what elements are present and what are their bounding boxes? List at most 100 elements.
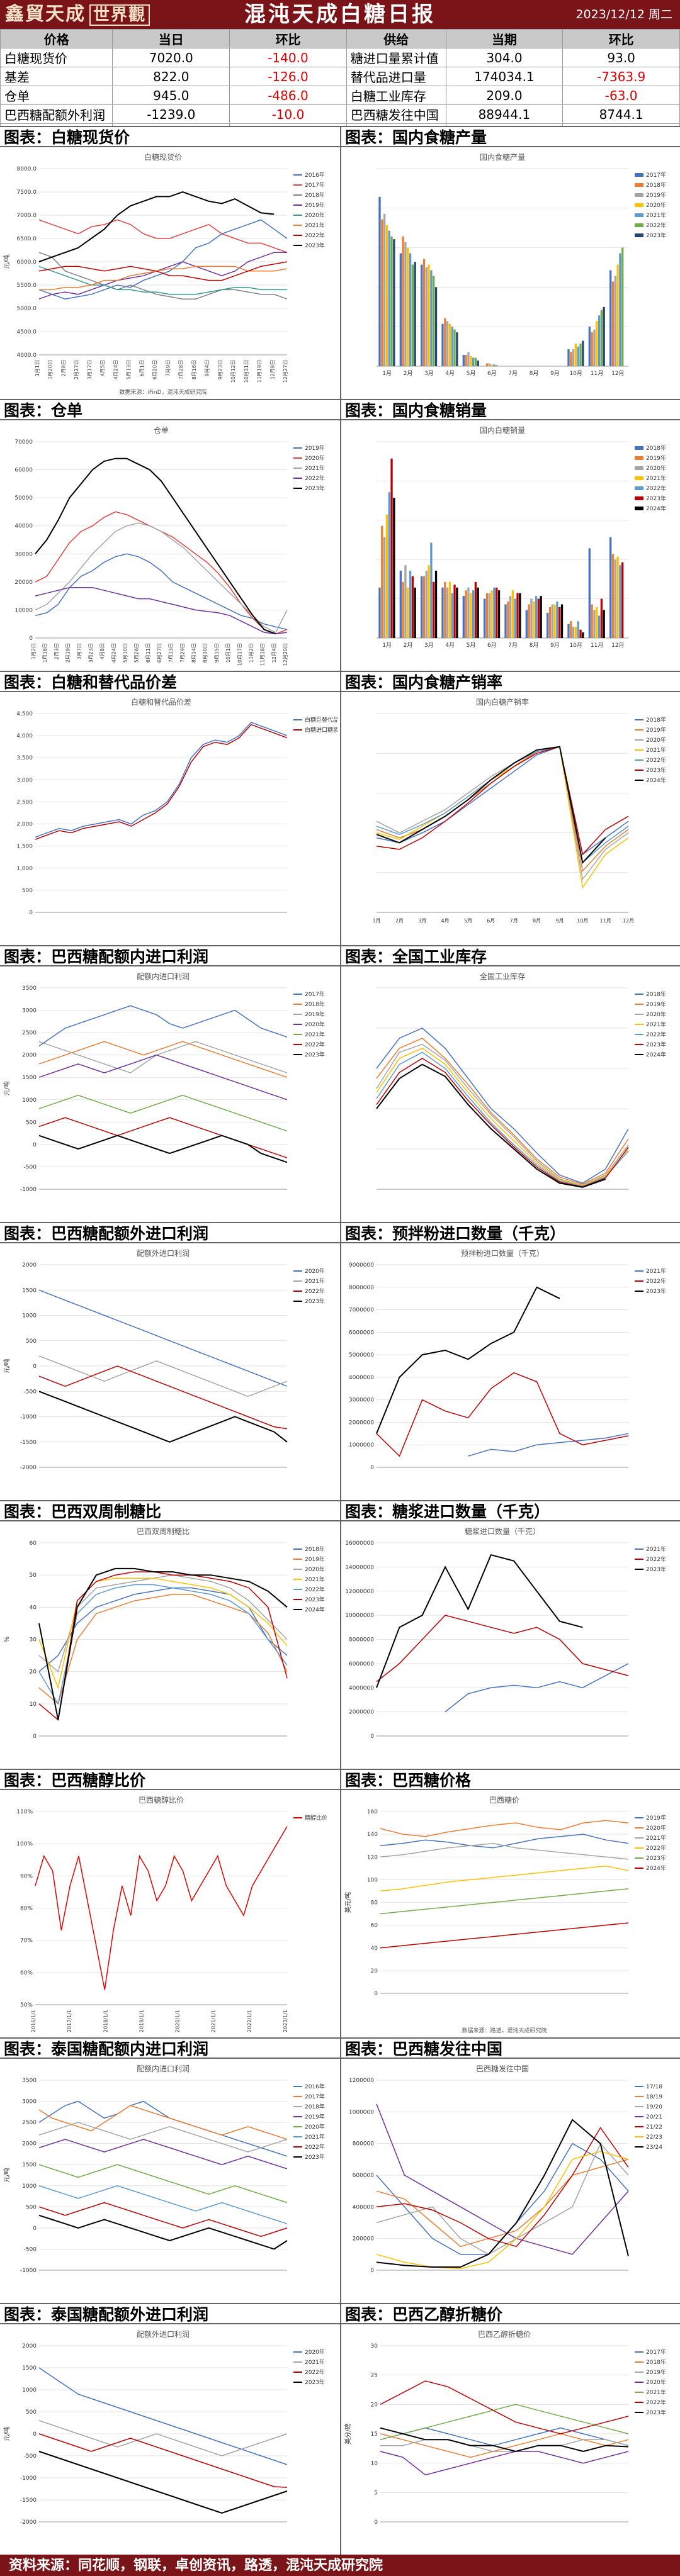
bar	[448, 581, 451, 638]
bar	[385, 514, 388, 638]
series-line	[376, 2142, 629, 2255]
x-tick-label: 11月	[600, 918, 611, 924]
chart-ylabel: %	[4, 1637, 11, 1643]
y-tick-label: 200000	[353, 2236, 375, 2243]
legend-label: 2021年	[646, 1267, 666, 1275]
x-tick-label: 9月23日	[217, 360, 223, 379]
series-line	[376, 2103, 629, 2255]
y-tick-label: 3000	[22, 1008, 37, 1014]
chart-title: 全国工业库存	[480, 972, 525, 981]
bar	[514, 598, 516, 638]
legend-label: 2022年	[646, 484, 666, 492]
supply-name: 糖进口量累计值	[346, 48, 446, 67]
chart-panel: 配额外进口利润 元/吨 -2000 -1500 -1000 -500 0 500 1000 150…	[0, 1243, 340, 1500]
series-line	[35, 724, 288, 840]
chart-panel: 配额内进口利润 元/吨 -1000 -500 0 500 1000 1500 2000 2500 3…	[0, 2059, 340, 2303]
y-tick-label: 160	[367, 1809, 378, 1815]
bar	[472, 590, 475, 638]
y-tick-label: 2000000	[349, 1420, 374, 1426]
y-tick-label: 3,500	[16, 755, 33, 761]
section-header: 图表：仓单	[0, 399, 340, 420]
x-tick-label: 9月	[550, 642, 560, 649]
x-tick-label: 2016/1/1	[31, 2010, 37, 2032]
y-tick-label: 25	[371, 2373, 378, 2379]
y-tick-label: 40	[371, 1946, 378, 1952]
legend-label: 2022年	[646, 1031, 666, 1038]
series-line	[376, 1038, 629, 1185]
bar	[430, 542, 433, 638]
x-tick-label: 11月19日	[257, 360, 263, 383]
legend-label: 21/22	[646, 2124, 662, 2131]
bar	[596, 321, 598, 366]
x-tick-label: 5月13日	[126, 360, 132, 379]
series-line	[38, 2100, 288, 2157]
legend-label: 2020年	[646, 464, 666, 472]
bar	[572, 627, 575, 638]
quote-name: 巴西糖配额外利润	[0, 104, 113, 124]
series-line	[38, 191, 275, 262]
y-tick-label: 2000	[22, 1053, 37, 1059]
bar	[553, 604, 556, 638]
legend-label: 2021年	[305, 1031, 325, 1038]
legend-label: 2024年	[646, 1051, 666, 1058]
bar	[453, 585, 456, 638]
bar	[441, 323, 444, 366]
bar	[609, 537, 612, 638]
y-tick-label: 5	[374, 2490, 378, 2496]
bar	[421, 264, 423, 366]
legend-label: 2023年	[305, 2153, 325, 2161]
bar	[399, 253, 402, 366]
chart-svg: 国内食糖产量 1月 2月 3月 4月 5月 6月 7月 8月 9月 10月 11月 12月 2017年 20…	[377, 152, 666, 377]
x-tick-label: 10月	[577, 918, 588, 924]
series-line	[376, 1048, 629, 1186]
chart-panel: 巴西糖价 美元/吨 0 20 40 60 80 100 120 140 160 2019年 2020年 2…	[340, 1790, 680, 2037]
bar	[385, 225, 388, 366]
series-line	[38, 1041, 288, 1073]
bar	[411, 576, 414, 638]
supply-name: 白糖工业库存	[346, 86, 446, 105]
legend-label: 2018年	[646, 716, 666, 724]
bar	[567, 349, 570, 366]
y-tick-label: 90%	[20, 1873, 33, 1879]
legend-label: 2020年	[305, 1267, 325, 1275]
chart-panel: 巴西糖醇比价 50% 60% 70% 80% 90% 100% 110% 2016/1/1 201…	[0, 1790, 340, 2037]
bar	[593, 610, 596, 638]
quotes-col-period: 当期	[445, 29, 564, 48]
bar	[485, 363, 489, 366]
legend-label: 19/20	[646, 2104, 662, 2110]
x-tick-label: 5月	[467, 642, 476, 649]
x-tick-label: 2018/1/1	[103, 2010, 108, 2032]
bar	[598, 315, 601, 366]
bar	[465, 590, 467, 638]
chart-svg: 巴西双周制糖比% 0 10 20 30 40 50 60 2018年 2019年 2020年 2021…	[4, 1526, 325, 1740]
y-tick-label: 0	[33, 1733, 37, 1740]
series-line	[38, 219, 288, 253]
bar	[603, 610, 605, 638]
x-tick-label: 3月17日	[87, 360, 93, 379]
chart-svg: 国内白糖销量 1月 2月 3月 4月 5月 6月 7月 8月 9月 10月 11月 12月 2018年 20…	[377, 425, 666, 649]
y-tick-label: 9000000	[349, 1262, 374, 1268]
bar	[493, 364, 496, 366]
chart-panel: 白糖和替代品价差 0 500 1,000 1,500 2,000 2,500 3,000 3,5…	[0, 692, 340, 945]
legend-label: 2023年	[646, 2409, 666, 2416]
y-tick-label: 1,500	[16, 844, 33, 850]
bar	[456, 587, 458, 638]
bar	[434, 571, 438, 638]
chart-panel: 配额内进口利润 元/吨 -1000 -500 0 500 1000 1500 2000 2500 3…	[0, 966, 340, 1222]
x-tick-label: 1月	[382, 370, 392, 377]
bar	[388, 230, 390, 366]
x-tick-label: 7月	[508, 642, 518, 649]
y-tick-label: 5000000	[349, 1352, 374, 1358]
y-tick-label: 2,500	[16, 799, 33, 805]
x-tick-label: 7月28日	[178, 360, 184, 379]
y-tick-label: 60000	[14, 468, 33, 474]
legend-label: 2020年	[646, 1011, 666, 1018]
legend-label: 2021年	[305, 1576, 325, 1583]
legend-label: 2023年	[305, 242, 325, 249]
bar	[496, 587, 498, 638]
section-header: 图表：白糖和替代品价差	[0, 671, 340, 692]
section-header: 图表：巴西糖醇比价	[0, 1769, 340, 1790]
y-tick-label: 60%	[20, 1970, 33, 1976]
